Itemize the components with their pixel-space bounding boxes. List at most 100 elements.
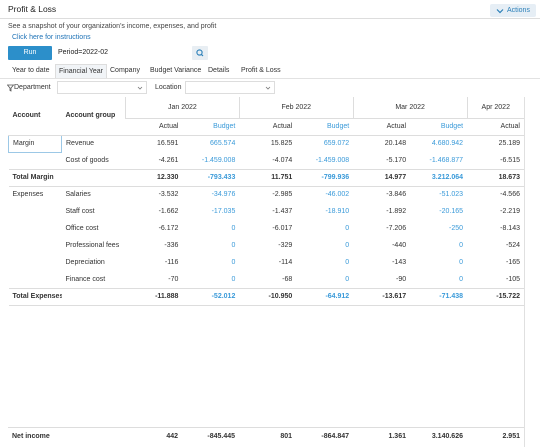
table-cell: 0 [231,242,236,249]
table-cell: -165 [505,259,520,266]
actions-button[interactable]: Actions [490,4,536,17]
filter-label: Department [14,84,51,91]
actions-label: Actions [507,7,530,14]
table-cell: -70 [168,275,179,283]
scrollbar[interactable] [524,97,525,447]
table-row: Total Expenses -11.888 -52.012 -10.950 -64.9… [8,287,524,306]
tab[interactable]: Year to date [12,67,50,74]
table-cell: -793.433 [182,168,240,187]
table-row: Expenses Salaries -3.532 -34.976 -2.985 -46.0… [9,186,525,203]
table-cell: Staff cost [65,208,95,215]
table-cell: -34.976 [211,191,236,199]
table-cell: 1.361 [353,427,410,445]
table-cell: Cost of goods [65,156,109,164]
search-button[interactable] [192,46,208,60]
table-cell: -4.074 [272,156,293,164]
dropdown[interactable] [57,81,147,94]
table-cell: -11.888 [125,287,183,306]
subcolumn-header: Actual [125,118,183,136]
table-cell: -2.985 [272,191,293,199]
month-header: Jan 2022 [125,97,240,119]
table-cell: 25.189 [498,140,520,148]
table-cell: Professional fees [65,242,120,249]
divider [0,18,540,19]
table-cell: 3.212.064 [410,168,468,187]
table-cell: -1.892 [386,208,407,215]
tab[interactable]: Profit & Loss [241,67,281,74]
table-cell: -20.165 [439,208,464,215]
month-header: Feb 2022 [238,97,354,119]
table-cell: -1.468.877 [429,156,464,164]
table-cell: -7.206 [386,225,407,232]
table-cell: -864.847 [296,427,353,445]
table-cell: 801 [239,427,296,445]
dropdown[interactable] [185,81,275,94]
table-cell: -329 [278,242,293,249]
table-cell: 2.951 [467,427,524,445]
table-cell: Depreciation [65,259,105,266]
table-row: Margin Revenue 16.591 665.574 15.825 659.072 2… [8,134,525,153]
table-cell [61,427,125,445]
table-cell: -4.261 [158,156,179,164]
table-cell: -15.722 [467,287,524,306]
chevron-icon [496,9,504,14]
table-cell: 0 [345,242,350,249]
table-cell: -6.515 [500,156,520,164]
table-cell: -845.445 [182,427,239,445]
table-cell [9,237,62,254]
tab[interactable]: Financial Year [55,64,107,78]
table-cell [9,152,62,169]
table-cell: 0 [231,275,236,283]
table-cell: 665.574 [210,140,236,148]
table-cell: -52.012 [182,287,240,306]
table-cell [9,220,62,237]
pnl-table: Account Account group Jan 2022 Feb 2022 Mar … [8,97,524,306]
table-cell: 14.977 [353,168,411,187]
instructions-link[interactable]: Click here for instructions [12,34,91,41]
table-cell: 12.330 [125,168,183,187]
tab[interactable]: Budget Variance [150,67,202,74]
table-cell: Revenue [66,140,95,148]
tab[interactable]: Details [208,67,230,74]
table-cell: 11.751 [239,168,297,187]
table-cell: 18.673 [467,168,524,187]
column-header: Account [8,97,62,136]
tab[interactable]: Company [110,67,140,74]
table-cell: -440 [392,242,407,249]
table-cell: -799.936 [296,168,354,187]
chevron-icon [265,86,271,90]
subcolumn-header: Budget [410,118,468,136]
table-cell: -336 [164,242,179,249]
table-cell: 0 [459,275,464,283]
chevron-icon [137,86,143,90]
table-cell: -1.437 [272,208,293,215]
table-cell: -3.532 [158,191,179,199]
table-cell [9,271,62,288]
table-row: Professional fees -336 0 -329 0 -440 0 -524 [9,237,525,254]
subcolumn-header: Actual [239,118,297,136]
subcolumn-header: Budget [182,118,240,136]
table-cell: -1.662 [158,208,179,215]
table-row: Net income 442 -845.445 801 -864.847 1.361 3.1… [8,427,524,445]
period-input[interactable]: Period=2022-02 [58,49,109,56]
table-cell: Expenses [12,191,44,199]
run-button[interactable]: Run [8,46,52,60]
table-cell: -51.023 [439,191,464,199]
table-cell: -90 [395,275,407,283]
table-cell: 0 [231,225,236,232]
column-header: Account group [61,97,126,136]
table-cell: -116 [164,259,179,266]
page-title: Profit & Loss [8,4,57,14]
table-cell: -46.002 [325,191,350,199]
table-cell: 0 [231,259,236,266]
search-icon [196,49,204,57]
table-cell: Total Margin [8,168,62,187]
table-cell: -250 [449,225,464,232]
table-row: Total Margin 12.330 -793.433 11.751 -799.936… [8,168,524,187]
filter-label: Location [155,84,182,91]
table-row: Office cost -6.172 0 -6.017 0 -7.206 -250 -8.14… [9,220,525,237]
table-row: Staff cost -1.662 -17.035 -1.437 -18.910 -1.8… [9,203,525,220]
table-row: Depreciation -116 0 -114 0 -143 0 -165 [9,254,525,271]
table-cell: Net income [8,427,61,445]
table-cell: -105 [505,275,520,283]
